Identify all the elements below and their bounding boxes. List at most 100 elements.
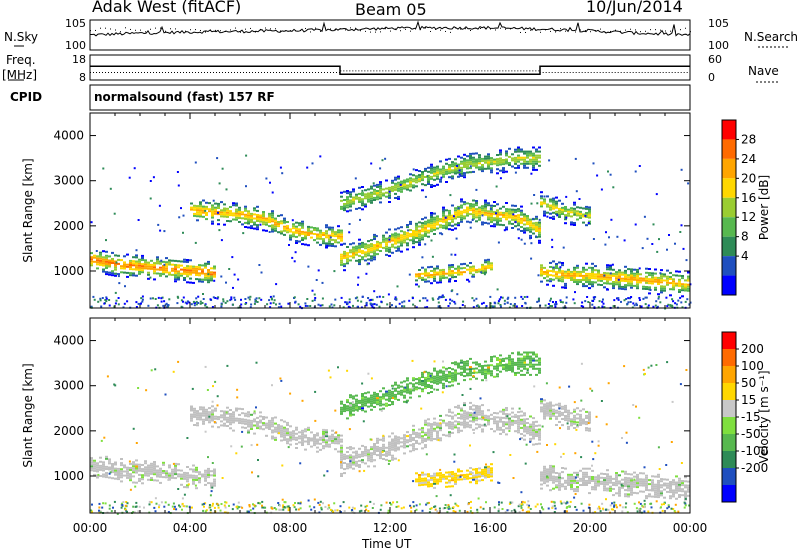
power-cell bbox=[271, 220, 274, 223]
velocity-cell bbox=[561, 483, 564, 486]
power-scatter-cell bbox=[538, 218, 541, 221]
velocity-cell bbox=[442, 384, 445, 387]
power-cell bbox=[397, 235, 400, 238]
power-cell bbox=[153, 264, 156, 267]
power-cell bbox=[265, 217, 268, 220]
power-cell bbox=[475, 202, 478, 204]
velocity-cell bbox=[540, 483, 543, 486]
velocity-cell bbox=[388, 453, 391, 456]
power-scatter-cell bbox=[440, 176, 443, 179]
velocity-cell bbox=[196, 412, 199, 415]
velocity-cell bbox=[199, 414, 202, 417]
power-cell bbox=[484, 259, 487, 262]
power-cell bbox=[334, 235, 337, 238]
velocity-cell bbox=[304, 434, 307, 437]
power-cell bbox=[484, 205, 487, 208]
velocity-cell bbox=[546, 480, 549, 483]
velocity-cell bbox=[394, 441, 397, 444]
power-cell bbox=[454, 280, 457, 282]
power-cell bbox=[361, 244, 364, 246]
velocity-cell bbox=[117, 474, 120, 476]
power-cell bbox=[295, 221, 298, 224]
nsearch-point bbox=[565, 30, 566, 32]
velocity-cell bbox=[253, 420, 256, 423]
velocity-cell bbox=[520, 420, 523, 423]
velocity-cell bbox=[286, 442, 289, 445]
power-cell bbox=[180, 268, 183, 271]
power-cell bbox=[472, 267, 475, 270]
power-cell bbox=[283, 229, 286, 232]
power-noise-cell bbox=[482, 301, 485, 304]
power-cell bbox=[582, 213, 585, 216]
velocity-cell bbox=[523, 351, 526, 354]
power-cell bbox=[301, 226, 304, 229]
velocity-cell bbox=[469, 406, 472, 408]
power-cell bbox=[352, 242, 355, 245]
power-cell bbox=[645, 271, 648, 274]
power-cell bbox=[397, 183, 400, 186]
power-cell bbox=[496, 158, 499, 161]
velocity-cell bbox=[558, 478, 561, 481]
power-cell bbox=[567, 274, 570, 277]
velocity-cell bbox=[579, 484, 582, 486]
power-cell bbox=[156, 268, 159, 271]
power-noise-cell bbox=[135, 301, 138, 304]
velocity-cell bbox=[93, 463, 96, 466]
velocity-cell bbox=[250, 419, 253, 422]
velocity-cell bbox=[214, 417, 217, 420]
power-cell bbox=[229, 214, 232, 217]
power-cell bbox=[201, 268, 204, 271]
power-cell bbox=[406, 238, 409, 241]
power-cell bbox=[657, 293, 660, 296]
velocity-cell bbox=[355, 408, 358, 411]
power-cell bbox=[496, 172, 499, 175]
power-scatter-cell bbox=[357, 283, 359, 286]
power-scatter-cell bbox=[652, 223, 655, 226]
power-cell bbox=[217, 204, 220, 207]
velocity-cell bbox=[271, 425, 274, 428]
power-cell bbox=[307, 229, 310, 232]
power-cell bbox=[588, 214, 591, 217]
power-cell bbox=[424, 228, 427, 231]
velocity-cell bbox=[385, 446, 388, 449]
velocity-cell bbox=[502, 421, 505, 423]
velocity-cell bbox=[180, 475, 183, 478]
noise-ytick-left: 100 bbox=[65, 39, 86, 52]
velocity-cell bbox=[391, 403, 394, 406]
velocity-cell bbox=[508, 417, 511, 420]
power-cell bbox=[523, 162, 526, 165]
power-cell bbox=[349, 249, 352, 252]
velocity-cell bbox=[388, 435, 391, 438]
velocity-cell bbox=[517, 367, 520, 370]
velocity-cell bbox=[466, 364, 469, 367]
velocity-cell bbox=[204, 483, 207, 486]
velocity-cell bbox=[627, 495, 630, 498]
power-cell bbox=[433, 271, 436, 274]
velocity-cell bbox=[198, 473, 201, 476]
power-cell bbox=[609, 264, 612, 267]
power-scatter-cell bbox=[365, 272, 368, 275]
power-cell bbox=[600, 277, 603, 280]
velocity-cell bbox=[558, 482, 561, 485]
power-cell bbox=[549, 198, 552, 201]
velocity-cell bbox=[400, 441, 403, 444]
velocity-cell bbox=[478, 363, 481, 366]
velocity-cell bbox=[355, 402, 358, 405]
power-cell bbox=[597, 283, 600, 286]
nsearch-point bbox=[520, 31, 521, 33]
power-cell bbox=[403, 185, 406, 188]
velocity-cell bbox=[636, 476, 639, 478]
power-cell bbox=[484, 159, 487, 162]
power-cell bbox=[675, 284, 678, 287]
power-cell bbox=[424, 272, 427, 275]
power-cell bbox=[256, 228, 259, 231]
power-cell bbox=[585, 277, 588, 279]
velocity-cell bbox=[561, 477, 564, 480]
power-cell bbox=[543, 212, 546, 215]
velocity-cell bbox=[412, 424, 415, 427]
power-cell bbox=[496, 211, 499, 214]
power-noise-cell bbox=[164, 303, 167, 306]
velocity-cell bbox=[186, 474, 189, 477]
power-cell bbox=[129, 262, 132, 264]
velocity-cell bbox=[313, 440, 316, 443]
